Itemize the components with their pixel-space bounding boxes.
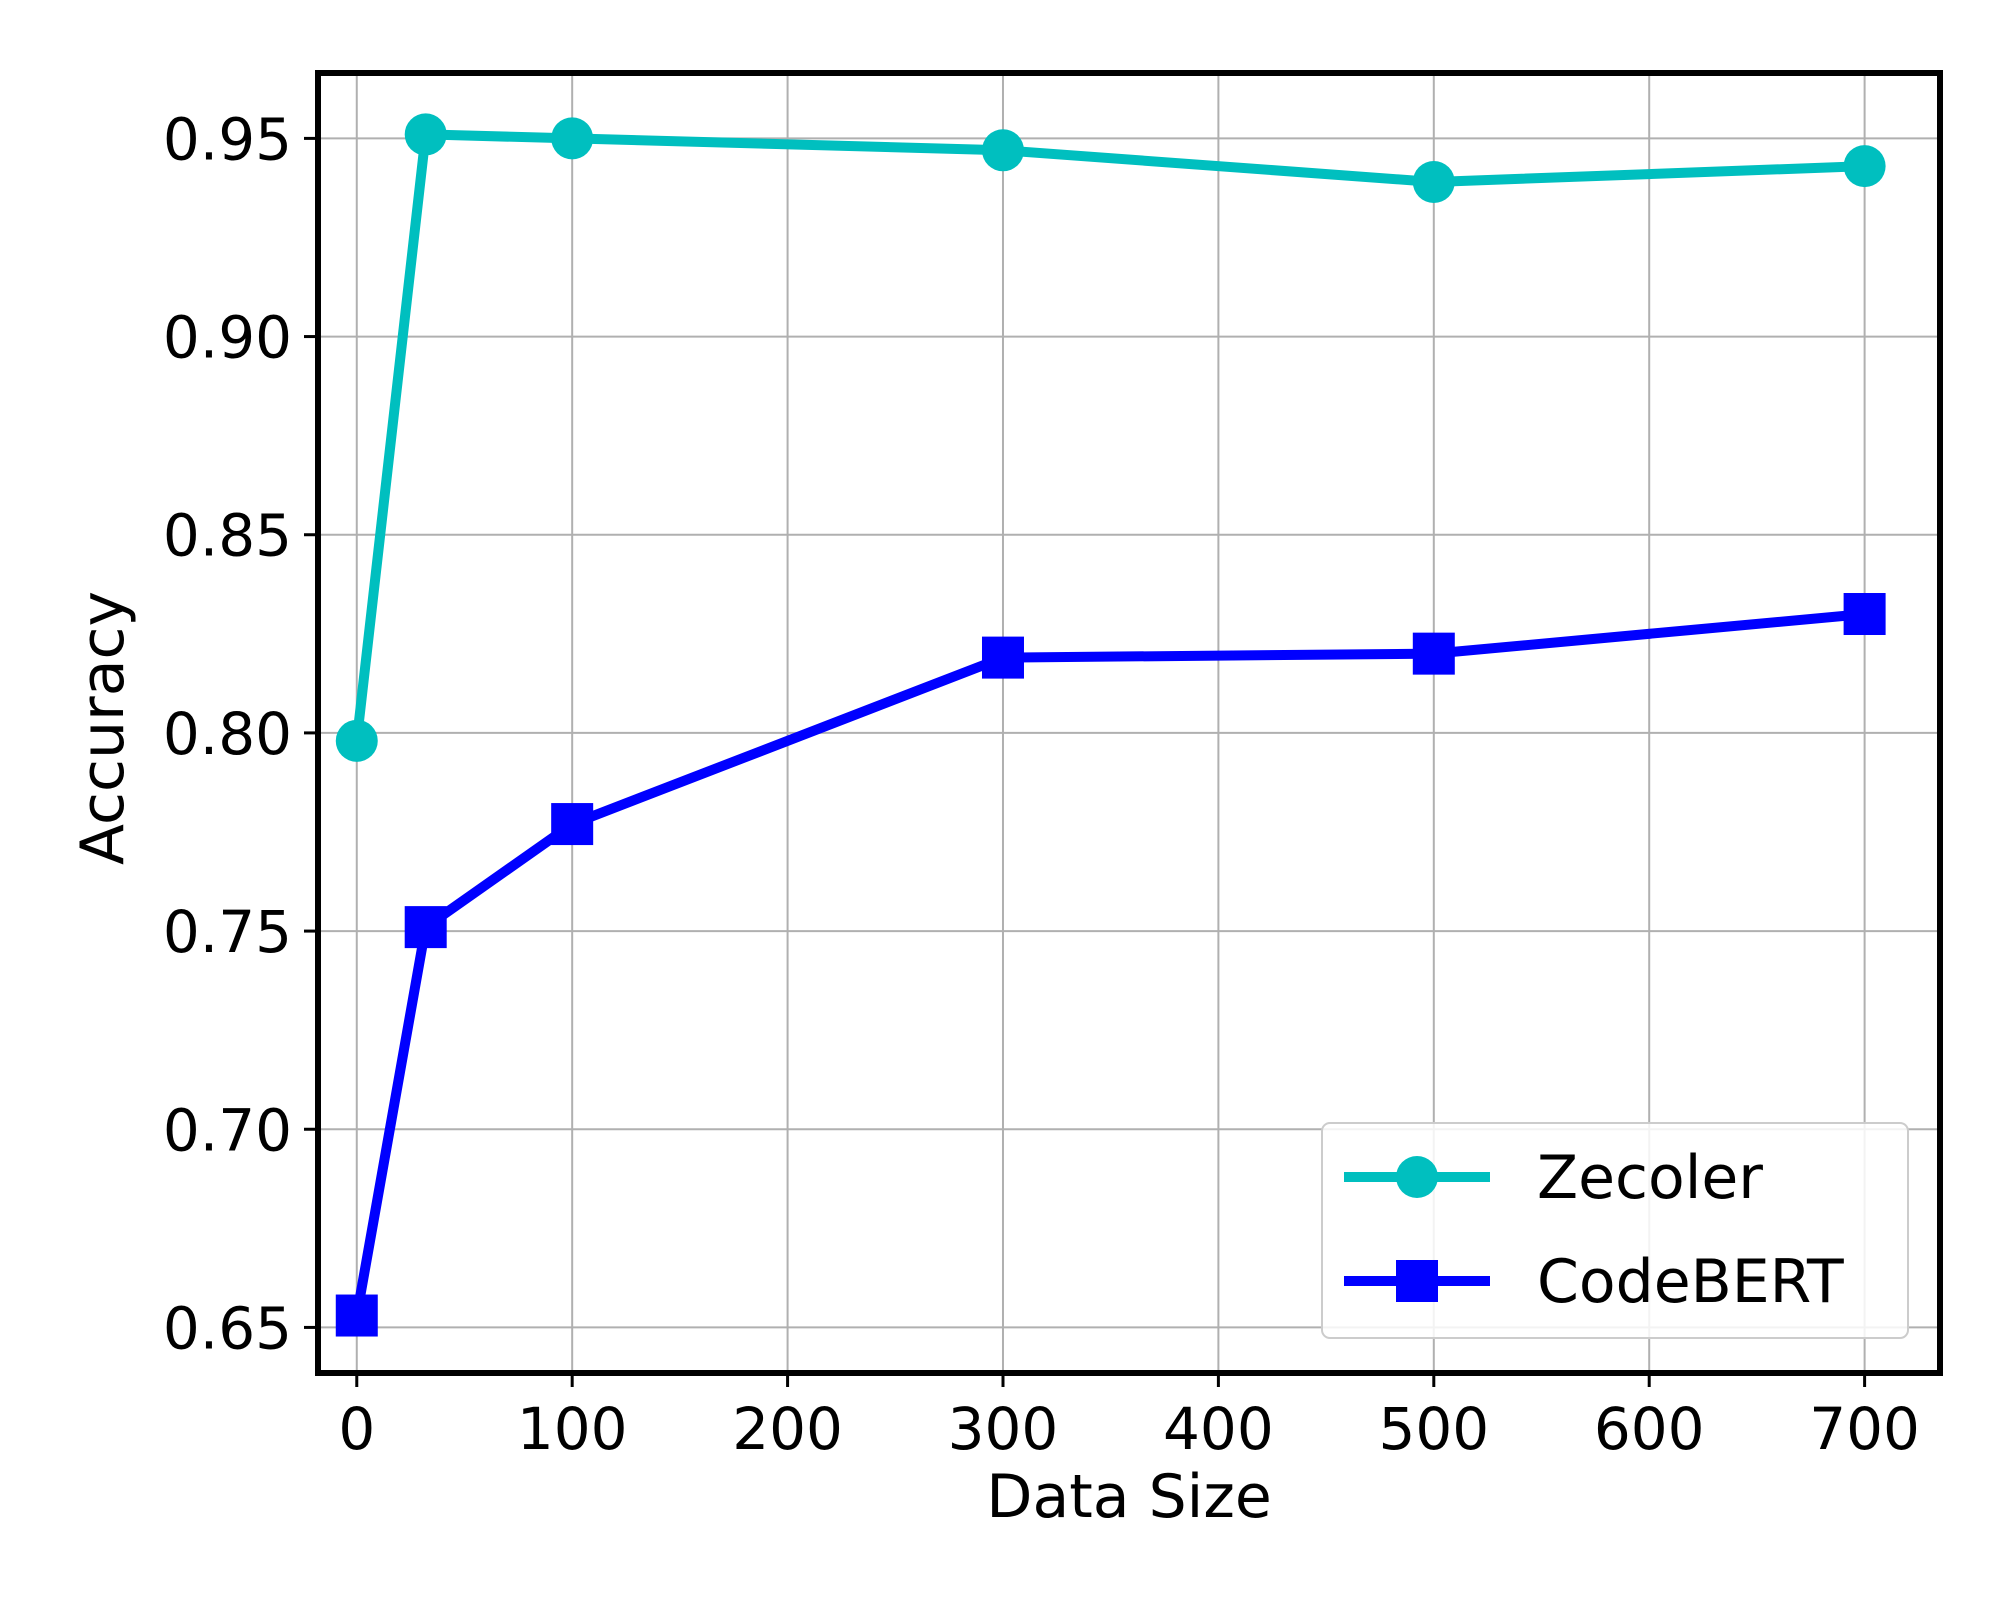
data-point-codebert xyxy=(981,636,1024,679)
y-tick-label: 0.65 xyxy=(163,1294,292,1362)
axis-ticks: 0 100 200 300 400 500 600 700 0.65 0.70 0.75 0.80 0.… xyxy=(163,105,1920,1463)
plot-frame xyxy=(315,70,1943,1376)
x-tick-label: 0 xyxy=(338,1395,375,1463)
y-tick-label: 0.90 xyxy=(163,304,292,372)
y-axis-title: Accuracy xyxy=(68,591,138,865)
legend-label-zecoler: Zecoler xyxy=(1537,1143,1763,1213)
x-tick-label: 100 xyxy=(517,1395,628,1463)
x-axis-title: Data Size xyxy=(986,1462,1272,1532)
legend: Zecoler CodeBERT xyxy=(1321,1122,1909,1339)
y-tick-label: 0.75 xyxy=(163,898,292,966)
series-layer xyxy=(335,113,1886,1337)
x-tick-label: 400 xyxy=(1163,1395,1274,1463)
x-tick-label: 200 xyxy=(732,1395,843,1463)
data-point-codebert xyxy=(1412,632,1455,675)
y-tick-label: 0.70 xyxy=(163,1096,292,1164)
x-tick-label: 300 xyxy=(948,1395,1059,1463)
x-tick-label: 700 xyxy=(1809,1395,1920,1463)
x-tick-label: 500 xyxy=(1378,1395,1489,1463)
grid-lines xyxy=(318,73,1940,1373)
y-tick-label: 0.95 xyxy=(163,105,292,173)
series-line-codebert xyxy=(351,609,1870,1321)
y-tick-label: 0.85 xyxy=(163,502,292,570)
legend-marker-codebert xyxy=(1396,1260,1438,1302)
legend-label-codebert: CodeBERT xyxy=(1537,1247,1844,1317)
data-point-zecoler xyxy=(1843,145,1886,188)
data-point-codebert xyxy=(1843,593,1886,636)
data-point-zecoler xyxy=(551,117,594,160)
legend-marker-zecoler xyxy=(1396,1156,1438,1198)
y-tick-label: 0.80 xyxy=(163,700,292,768)
data-point-codebert xyxy=(551,803,594,846)
series-line-zecoler xyxy=(351,129,1870,746)
data-point-codebert xyxy=(335,1294,378,1337)
data-point-zecoler xyxy=(404,113,447,156)
x-tick-label: 600 xyxy=(1594,1395,1705,1463)
data-point-codebert xyxy=(404,906,447,949)
data-point-zecoler xyxy=(1412,160,1455,203)
data-point-zecoler xyxy=(981,129,1024,172)
data-point-zecoler xyxy=(335,719,378,762)
